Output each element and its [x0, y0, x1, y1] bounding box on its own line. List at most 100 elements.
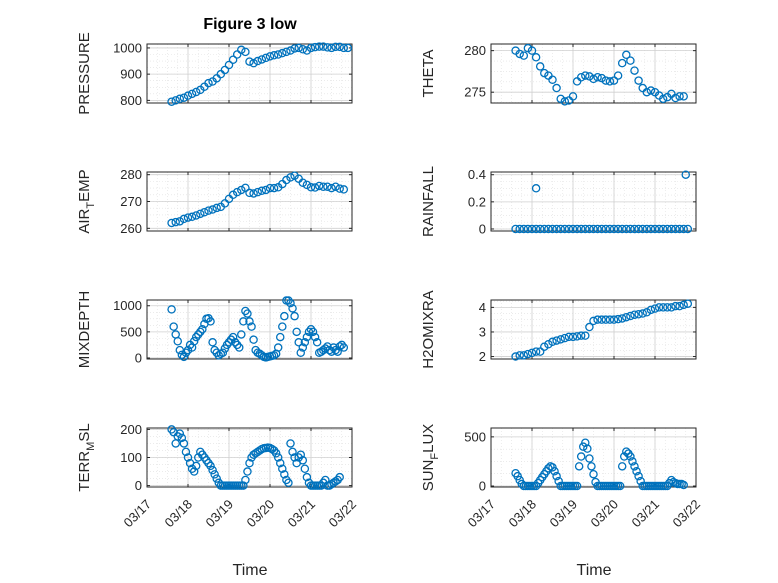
y-tick-label: 200	[120, 422, 142, 437]
data-point	[243, 467, 252, 476]
data-point	[239, 317, 248, 326]
data-point	[300, 464, 310, 473]
data-point	[581, 438, 590, 447]
data-point	[278, 464, 287, 473]
data-point	[290, 311, 299, 321]
y-tick-label: 900	[120, 67, 142, 82]
data-point	[552, 471, 561, 481]
data-point	[208, 205, 217, 214]
y-tick-label: 2	[479, 349, 486, 364]
data-point	[241, 47, 250, 57]
y-tick-label: 100	[120, 450, 142, 465]
data-point	[189, 336, 199, 346]
data-point	[171, 96, 180, 105]
data-point	[622, 50, 631, 60]
data-point	[228, 55, 238, 64]
data-point	[548, 224, 557, 234]
data-point	[556, 335, 565, 344]
data-point	[187, 89, 197, 99]
data-point	[327, 347, 336, 356]
y-axis-label-suffix: LUX	[420, 424, 437, 453]
y-tick-label: 3	[479, 324, 486, 339]
data-point	[294, 338, 303, 347]
data-point	[593, 315, 602, 324]
data-point	[222, 340, 232, 350]
data-point	[593, 224, 602, 234]
data-point	[650, 304, 660, 313]
data-point	[243, 309, 252, 318]
data-point	[589, 74, 598, 84]
data-point	[171, 217, 180, 227]
data-point	[234, 343, 244, 352]
data-point	[626, 311, 635, 321]
data-point	[177, 433, 187, 443]
data-point	[306, 43, 316, 53]
y-axis-label: PRESSURE	[76, 32, 93, 115]
data-point	[634, 224, 643, 234]
data-point	[167, 305, 176, 314]
y-axis-label: SUNFLUX	[420, 424, 441, 492]
data-point	[245, 317, 254, 326]
y-tick-label: 1000	[113, 298, 142, 313]
data-point	[572, 481, 582, 491]
y-axis-label: MIXDEPTH	[76, 291, 93, 369]
data-point	[300, 338, 310, 347]
data-point	[658, 303, 668, 312]
data-point	[212, 203, 221, 213]
data-point	[574, 462, 584, 471]
data-point	[597, 224, 606, 234]
data-point	[237, 330, 246, 339]
data-point	[212, 474, 221, 483]
data-point	[253, 56, 262, 66]
x-axis-label-right: Time	[577, 562, 612, 579]
data-point	[615, 481, 625, 491]
data-point	[269, 183, 279, 193]
data-point	[679, 92, 688, 101]
data-point	[257, 55, 267, 64]
data-point	[585, 322, 594, 332]
subplot-theta: 275 280 THETA	[420, 43, 697, 106]
data-point	[249, 189, 258, 198]
data-point	[560, 333, 570, 343]
data-point	[232, 340, 242, 350]
data-point	[333, 347, 342, 356]
data-point	[658, 224, 668, 234]
data-point	[284, 478, 293, 488]
data-point	[327, 183, 336, 193]
subplot-h2omixra: 2 3 4 H2OMIXRA	[420, 290, 697, 369]
data-point	[198, 324, 207, 334]
data-point	[642, 224, 652, 234]
data-point	[337, 340, 346, 350]
data-point	[290, 44, 299, 53]
data-point	[515, 49, 524, 59]
data-point	[630, 310, 639, 319]
data-point	[269, 351, 279, 360]
data-point	[572, 224, 582, 234]
data-point	[220, 65, 230, 75]
subplot-air_temp: 260 270 280 AIRTEMP	[76, 167, 353, 236]
data-point	[617, 462, 627, 471]
data-point	[550, 467, 559, 476]
data-point	[323, 43, 332, 52]
data-point	[622, 224, 631, 234]
data-point	[308, 327, 318, 337]
data-point	[605, 315, 615, 324]
data-point	[675, 224, 684, 234]
data-point	[179, 439, 189, 448]
data-point	[519, 351, 529, 360]
data-point	[681, 170, 691, 179]
data-point	[544, 339, 553, 349]
data-point	[339, 185, 349, 194]
data-point	[286, 298, 295, 308]
data-point	[552, 83, 561, 93]
data-point	[314, 42, 324, 51]
data-point	[331, 42, 340, 52]
data-point	[572, 332, 582, 341]
data-point	[663, 224, 672, 234]
data-point	[292, 327, 301, 337]
data-point	[280, 311, 289, 321]
y-axis-label-subscript: F	[429, 453, 441, 460]
data-point	[335, 184, 344, 193]
